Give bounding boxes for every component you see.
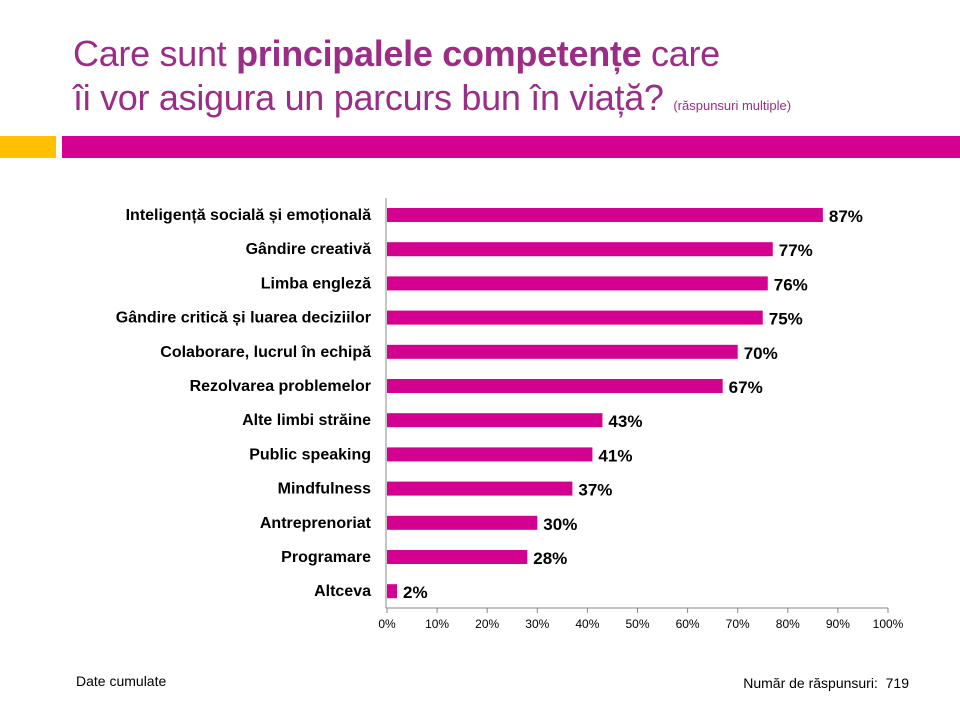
bar bbox=[387, 447, 593, 462]
title-text: care bbox=[641, 33, 720, 74]
category-label: Antreprenoriat bbox=[260, 515, 372, 532]
bar bbox=[387, 276, 768, 291]
category-label: Inteligență socială și emoțională bbox=[126, 207, 372, 224]
category-label: Altceva bbox=[314, 583, 371, 600]
subtitle: (răspunsuri multiple) bbox=[673, 98, 792, 113]
title-line-2: îi vor asigura un parcurs bun în viață? … bbox=[73, 77, 791, 127]
data-label: 37% bbox=[578, 481, 612, 500]
x-tick-label: 30% bbox=[525, 617, 549, 631]
bar bbox=[387, 584, 398, 599]
category-label: Programare bbox=[281, 549, 371, 566]
accent-square bbox=[0, 136, 56, 158]
title-line-1: Care sunt principalele competențe care bbox=[73, 33, 720, 75]
title-text: îi vor asigura un parcurs bun în viață? bbox=[73, 77, 674, 118]
data-label: 67% bbox=[729, 378, 763, 397]
data-label: 28% bbox=[533, 549, 567, 568]
category-label: Mindfulness bbox=[278, 481, 371, 498]
title-text: Care sunt bbox=[73, 33, 237, 74]
data-label: 2% bbox=[403, 583, 428, 602]
title-bold: principalele competențe bbox=[236, 33, 642, 74]
x-tick-label: 80% bbox=[776, 617, 800, 631]
x-tick-label: 20% bbox=[475, 617, 499, 631]
bar bbox=[387, 310, 763, 325]
bar bbox=[387, 481, 573, 496]
x-tick-label: 100% bbox=[873, 617, 904, 631]
bar bbox=[387, 242, 773, 257]
x-tick-label: 60% bbox=[676, 617, 700, 631]
x-tick-label: 10% bbox=[425, 617, 449, 631]
accent-band bbox=[62, 136, 960, 158]
x-tick-label: 40% bbox=[575, 617, 599, 631]
bar bbox=[387, 413, 603, 428]
category-label: Colaborare, lucrul în echipă bbox=[160, 344, 371, 361]
response-count: Număr de răspunsuri: 719 bbox=[743, 675, 909, 691]
data-label: 41% bbox=[598, 446, 632, 465]
category-label: Gândire critică și luarea deciziilor bbox=[116, 310, 371, 327]
data-label: 75% bbox=[769, 310, 803, 329]
x-tick-label: 90% bbox=[826, 617, 850, 631]
data-label: 70% bbox=[744, 344, 778, 363]
bar bbox=[387, 344, 738, 359]
footer-note: Date cumulate bbox=[76, 673, 167, 689]
data-label: 77% bbox=[779, 241, 813, 260]
category-label: Rezolvarea problemelor bbox=[190, 378, 371, 395]
bar bbox=[387, 208, 823, 222]
response-count-value: 719 bbox=[885, 675, 909, 691]
data-label: 30% bbox=[543, 515, 577, 534]
x-tick-label: 0% bbox=[378, 617, 396, 631]
data-label: 76% bbox=[774, 275, 808, 294]
data-label: 43% bbox=[608, 412, 642, 431]
category-label: Limba engleză bbox=[261, 275, 371, 292]
category-label: Gândire creativă bbox=[246, 241, 372, 258]
data-label: 87% bbox=[829, 207, 863, 226]
response-count-label: Număr de răspunsuri: bbox=[743, 675, 878, 691]
x-tick-label: 70% bbox=[726, 617, 750, 631]
category-label: Public speaking bbox=[249, 446, 371, 463]
bar bbox=[387, 515, 538, 530]
bar bbox=[387, 550, 528, 564]
bar bbox=[387, 379, 723, 393]
category-label: Alte limbi străine bbox=[242, 412, 371, 429]
x-tick-label: 50% bbox=[625, 617, 649, 631]
